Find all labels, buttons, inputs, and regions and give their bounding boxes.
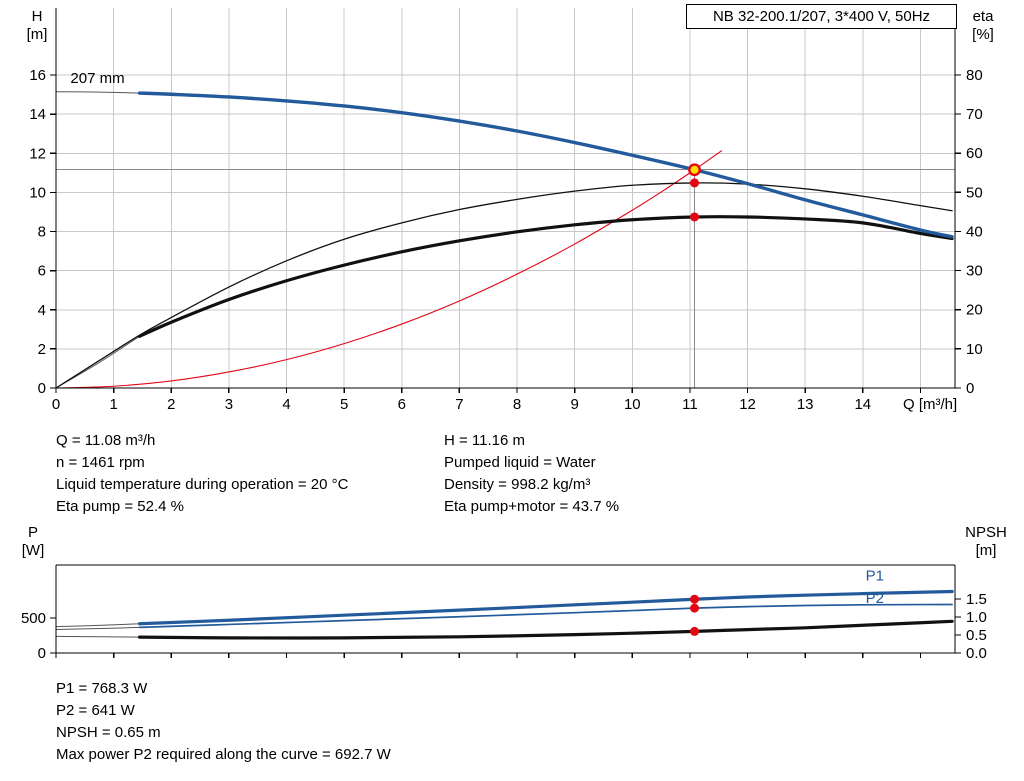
- svg-text:6: 6: [38, 263, 46, 280]
- svg-text:60: 60: [966, 145, 983, 162]
- svg-text:10: 10: [966, 341, 983, 358]
- svg-text:0.5: 0.5: [966, 627, 987, 644]
- svg-text:70: 70: [966, 106, 983, 123]
- svg-text:[m]: [m]: [27, 26, 48, 43]
- svg-text:9: 9: [570, 396, 578, 413]
- svg-text:6: 6: [398, 396, 406, 413]
- eta-pump-motor-curve: [137, 215, 954, 338]
- info-line-pumped-liquid: Pumped liquid = Water: [444, 454, 596, 471]
- svg-text:10: 10: [29, 184, 46, 201]
- svg-text:eta: eta: [973, 8, 995, 25]
- svg-text:P1: P1: [866, 568, 884, 585]
- svg-text:80: 80: [966, 67, 983, 84]
- eta-pump-marker: [690, 178, 700, 188]
- svg-text:7: 7: [455, 396, 463, 413]
- svg-text:13: 13: [797, 396, 814, 413]
- info-line-density: Density = 998.2 kg/m³: [444, 476, 591, 493]
- svg-text:Q [m³/h]: Q [m³/h]: [903, 396, 957, 413]
- svg-text:14: 14: [854, 396, 871, 413]
- svg-text:8: 8: [513, 396, 521, 413]
- svg-text:P2: P2: [866, 590, 884, 607]
- svg-text:H: H: [32, 8, 43, 25]
- svg-text:12: 12: [29, 145, 46, 162]
- svg-text:1.5: 1.5: [966, 591, 987, 608]
- npsh-curve: [137, 619, 954, 640]
- svg-text:0: 0: [38, 380, 46, 397]
- info-line-npsh: NPSH = 0.65 m: [56, 724, 161, 741]
- npsh-marker: [690, 626, 700, 636]
- hq-eta-chart: 0 1 2 3 4 5 6 7 8 9 10 11 12 13 1402468101214160102030…: [27, 8, 995, 413]
- info-line-liquid-temperature: Liquid temperature during operation = 20…: [56, 476, 349, 493]
- svg-text:11: 11: [682, 396, 698, 413]
- svg-text:40: 40: [966, 223, 983, 240]
- svg-text:P: P: [28, 524, 38, 541]
- duty-info-right: H = 11.16 m Pumped liquid = Water Densit…: [444, 430, 619, 518]
- svg-text:NPSH: NPSH: [965, 524, 1007, 541]
- power-npsh-chart: 0 500 0.00.51.01.5 P[W] NPSH[m] P1 P2: [21, 524, 1007, 662]
- power-info: P1 = 768.3 W P2 = 641 W NPSH = 0.65 m Ma…: [56, 678, 391, 766]
- svg-text:30: 30: [966, 263, 983, 280]
- svg-text:1.0: 1.0: [966, 609, 987, 626]
- pump-model-title: NB 32-200.1/207, 3*400 V, 50Hz: [686, 4, 957, 29]
- pump-curve-207mm: [137, 91, 954, 239]
- eta-pump-motor-marker: [690, 212, 700, 222]
- info-line-max-power: Max power P2 required along the curve = …: [56, 746, 391, 763]
- svg-text:[%]: [%]: [972, 26, 994, 43]
- info-line-eta-pump: Eta pump = 52.4 %: [56, 498, 184, 515]
- svg-text:4: 4: [282, 396, 290, 413]
- npsh-curve-lead: [55, 635, 141, 638]
- info-line-flow: Q = 11.08 m³/h: [56, 432, 156, 449]
- duty-point-marker: [688, 163, 701, 177]
- svg-text:4: 4: [38, 302, 46, 319]
- p1-marker: [690, 594, 700, 604]
- p2-marker: [690, 603, 700, 613]
- info-line-head: H = 11.16 m: [444, 432, 526, 449]
- eta-pump-curve: [55, 182, 953, 389]
- svg-text:0: 0: [52, 396, 60, 413]
- svg-text:50: 50: [966, 184, 983, 201]
- svg-text:[m]: [m]: [976, 542, 997, 559]
- info-line-p1: P1 = 768.3 W: [56, 680, 148, 697]
- p1-curve-lead: [55, 623, 141, 628]
- svg-text:2: 2: [38, 341, 46, 358]
- svg-text:0: 0: [966, 380, 974, 397]
- svg-text:16: 16: [29, 67, 46, 84]
- svg-text:500: 500: [21, 610, 46, 627]
- svg-text:207 mm: 207 mm: [70, 70, 124, 87]
- svg-text:10: 10: [624, 396, 641, 413]
- system-curve: [55, 150, 723, 389]
- p2-curve-lead: [55, 626, 141, 630]
- svg-text:3: 3: [225, 396, 233, 413]
- info-line-speed: n = 1461 rpm: [56, 454, 145, 471]
- svg-text:5: 5: [340, 396, 348, 413]
- svg-text:20: 20: [966, 302, 983, 319]
- svg-text:0: 0: [38, 645, 46, 662]
- pump-curve-lead: [55, 91, 141, 94]
- svg-text:0.0: 0.0: [966, 645, 987, 662]
- info-line-eta-pump-motor: Eta pump+motor = 43.7 %: [444, 498, 620, 515]
- svg-text:12: 12: [739, 396, 756, 413]
- svg-text:8: 8: [38, 224, 46, 241]
- svg-text:14: 14: [29, 106, 46, 123]
- svg-text:[W]: [W]: [22, 542, 45, 559]
- svg-text:1: 1: [109, 396, 117, 413]
- p2-curve: [138, 603, 953, 629]
- info-line-p2: P2 = 641 W: [56, 702, 135, 719]
- p1-curve: [137, 589, 954, 626]
- svg-text:2: 2: [167, 396, 175, 413]
- duty-info-left: Q = 11.08 m³/h n = 1461 rpm Liquid tempe…: [56, 430, 348, 518]
